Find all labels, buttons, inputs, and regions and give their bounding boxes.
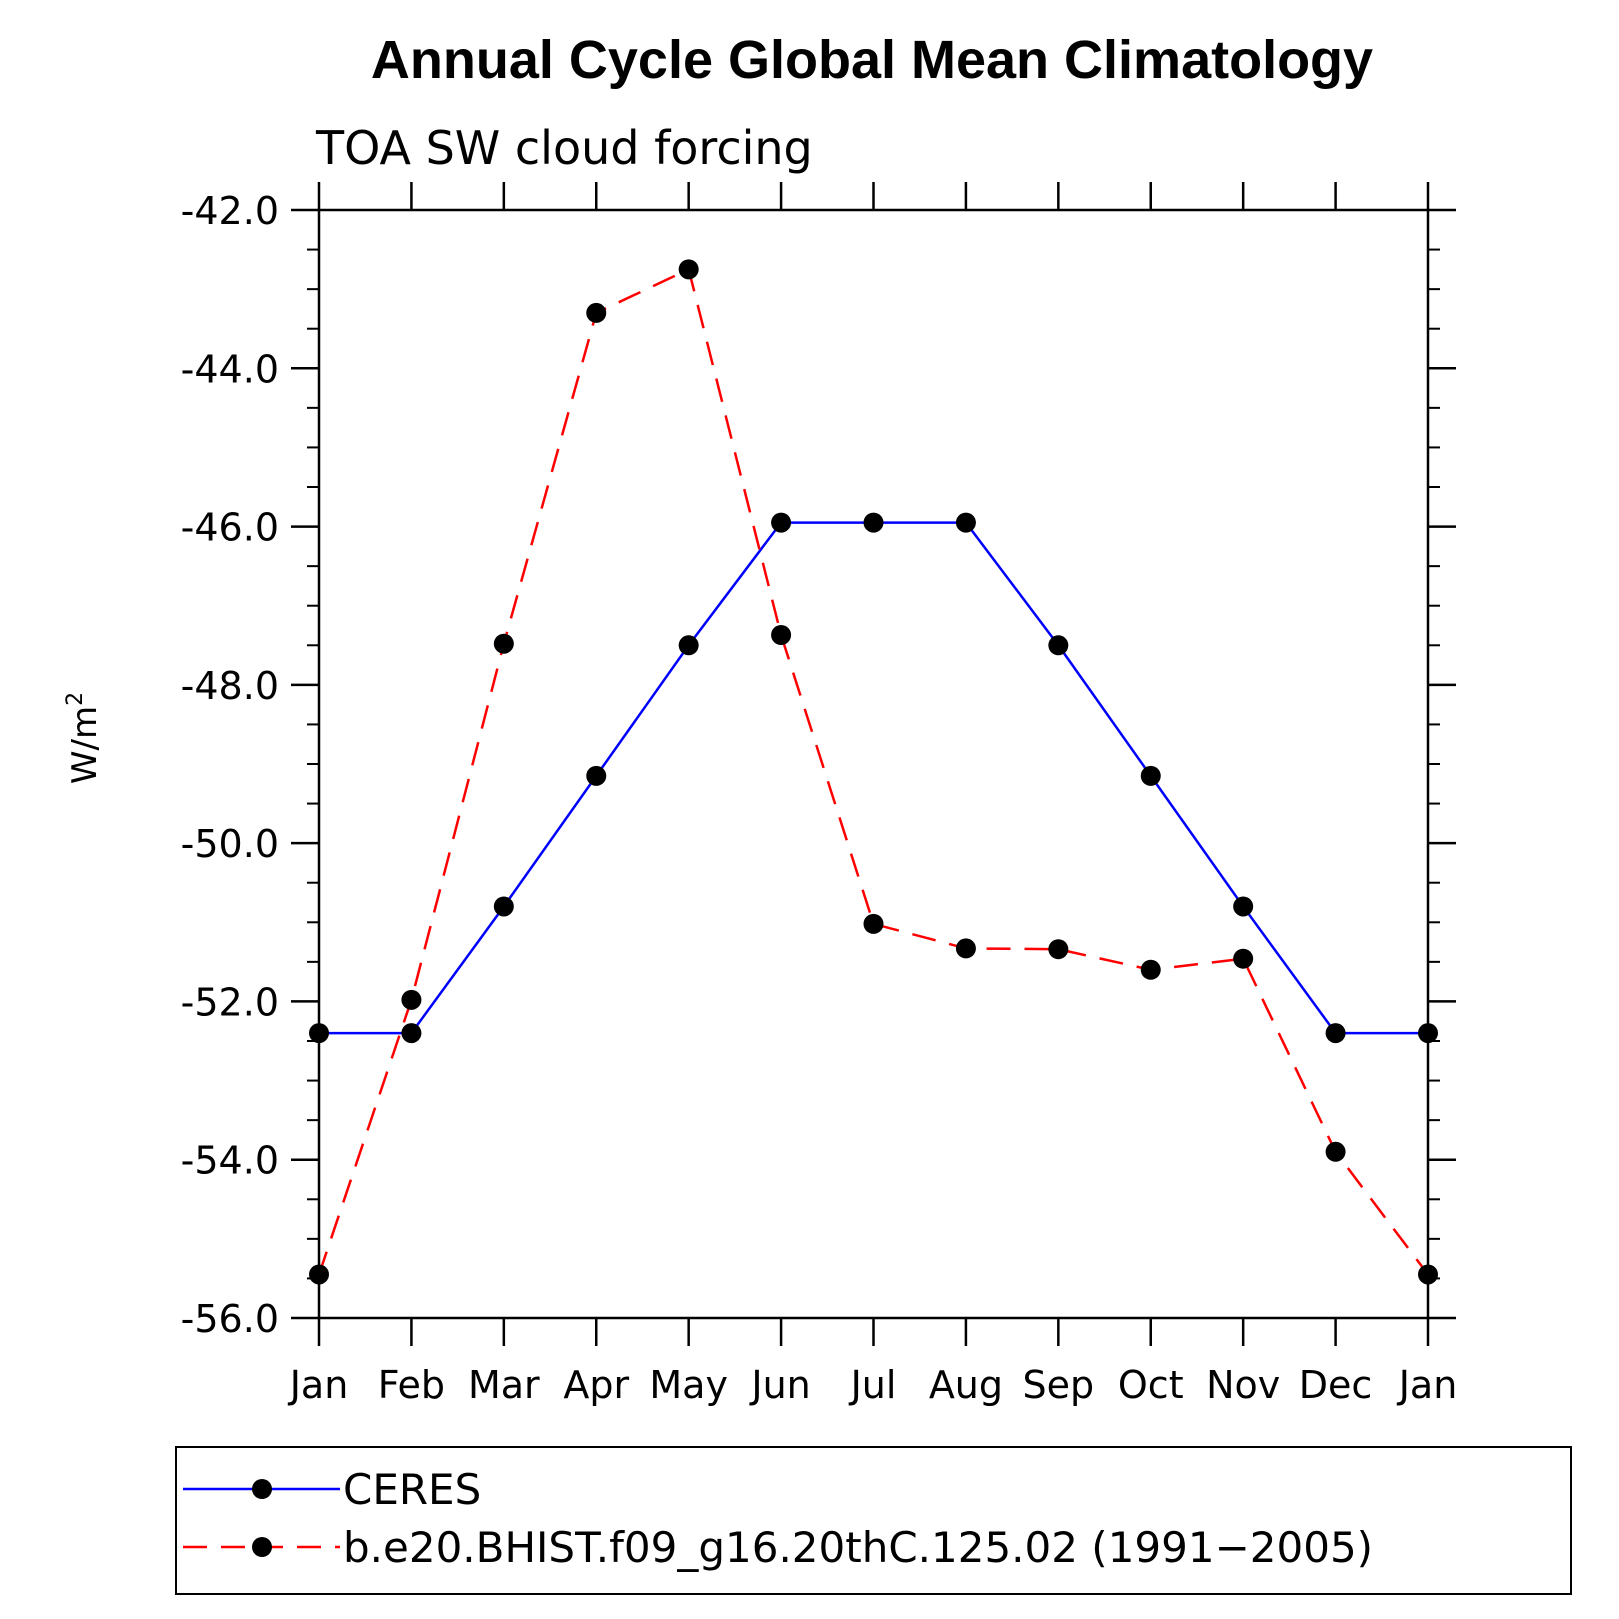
- y-axis-label-text: W/m: [65, 706, 105, 784]
- axis-ticks: [291, 182, 1456, 1346]
- y-tick-label: -52.0: [181, 980, 279, 1024]
- series-0-point: [586, 765, 607, 786]
- legend: CERES b.e20.BHIST.f09_g16.20thC.125.02 (…: [175, 1446, 1572, 1595]
- x-tick-label: Mar: [468, 1363, 540, 1407]
- series-0-point: [863, 512, 884, 533]
- series-0-point: [1325, 1023, 1346, 1044]
- chart-subtitle: TOA SW cloud forcing: [315, 121, 813, 175]
- series-0-point: [1233, 896, 1254, 917]
- series-line-0: [319, 521, 1428, 1035]
- x-tick-label: Sep: [1023, 1363, 1095, 1407]
- series-0-point: [1140, 765, 1161, 786]
- chart-title: Annual Cycle Global Mean Climatology: [371, 30, 1373, 90]
- x-tick-label: Oct: [1118, 1363, 1184, 1407]
- x-tick-label: Dec: [1299, 1363, 1373, 1407]
- legend-marker-model: [252, 1537, 272, 1557]
- series-0-point: [493, 896, 514, 917]
- y-tick-label: -44.0: [181, 347, 279, 391]
- series-line-1: [317, 267, 1429, 1276]
- y-tick-label: -54.0: [181, 1139, 279, 1183]
- series-1-point: [771, 624, 792, 645]
- legend-box: [175, 1446, 1572, 1595]
- y-axis-label: W/m2: [63, 692, 105, 784]
- x-tick-label: Feb: [378, 1363, 445, 1407]
- x-tick-label: Jan: [1397, 1363, 1458, 1407]
- legend-label-ceres: CERES: [343, 1465, 481, 1514]
- x-tick-label: Jul: [849, 1363, 897, 1407]
- legend-label-model: b.e20.BHIST.f09_g16.20thC.125.02 (1991−2…: [343, 1523, 1373, 1572]
- series-1-point: [1140, 959, 1161, 980]
- y-axis-label-superscript: 2: [63, 692, 88, 706]
- series-1-point: [1325, 1141, 1346, 1162]
- series-1-point: [678, 259, 699, 280]
- series-0-point: [955, 512, 976, 533]
- y-tick-label: -46.0: [181, 506, 279, 550]
- svg-text:W/m2: W/m2: [63, 692, 105, 784]
- series-1-point: [493, 633, 514, 654]
- x-tick-label: Jan: [288, 1363, 349, 1407]
- x-tick-label: Jun: [749, 1363, 810, 1407]
- x-tick-label: Aug: [929, 1363, 1003, 1407]
- series-1-point: [586, 302, 607, 323]
- x-tick-label: Nov: [1206, 1363, 1280, 1407]
- y-tick-label: -56.0: [181, 1297, 279, 1341]
- y-tick-label: -42.0: [181, 189, 279, 233]
- series-1-point: [1233, 948, 1254, 969]
- series-1-point: [1418, 1264, 1438, 1285]
- x-tick-labels: Jan Feb Mar Apr May Jun Jul Aug Sep Oct Nov Dec Jan: [288, 1363, 1458, 1407]
- plot-frame: [317, 208, 1430, 1320]
- series-0-point: [401, 1023, 422, 1044]
- series-1-point: [955, 938, 976, 959]
- y-tick-labels: -42.0 -44.0 -46.0 -48.0 -50.0 -52.0 -54.0 -56.0: [181, 189, 279, 1341]
- y-tick-label: -50.0: [181, 822, 279, 866]
- series-1-point: [401, 989, 422, 1010]
- series-0-point: [771, 512, 792, 533]
- series-layer: [309, 259, 1438, 1285]
- series-1-point: [309, 1264, 329, 1285]
- series-1-point: [863, 913, 884, 934]
- legend-marker-ceres: [252, 1479, 272, 1499]
- series-0-point: [1418, 1023, 1438, 1044]
- y-tick-label: -48.0: [181, 664, 279, 708]
- x-tick-label: Apr: [563, 1363, 629, 1407]
- series-0-point: [309, 1023, 329, 1044]
- series-1-point: [1048, 939, 1069, 960]
- series-0-point: [678, 635, 699, 656]
- series-0-point: [1048, 635, 1069, 656]
- x-tick-label: May: [649, 1363, 728, 1407]
